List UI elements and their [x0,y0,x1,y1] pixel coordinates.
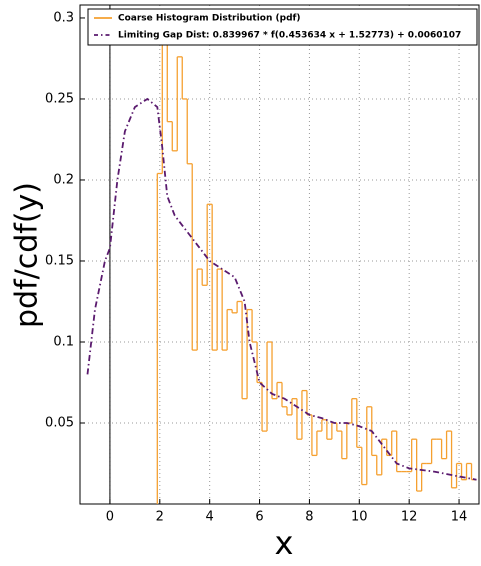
legend-box [87,8,478,46]
y-axis-label: pdf/cdf(y) [10,182,45,328]
y-tick-label: 0.15 [45,253,74,268]
x-tick-label: 2 [156,510,164,525]
y-tick-label: 0.2 [53,172,74,187]
x-tick-label: 6 [255,510,263,525]
y-tick-label: 0.1 [53,334,74,349]
legend-label: Limiting Gap Dist: 0.839967 * f(0.453634… [118,31,461,41]
x-axis-label: x [275,524,294,562]
fit-line [86,97,477,481]
plot-frame [79,4,480,505]
x-tick-label: 8 [305,510,313,525]
x-tick-label: 12 [401,510,418,525]
x-tick-label: 14 [451,510,468,525]
x-tick-label: 4 [206,510,214,525]
x-tick-label: 0 [106,510,114,525]
y-tick-label: 0.05 [45,415,74,430]
x-tick-label: 10 [351,510,368,525]
y-tick-label: 0.25 [45,91,74,106]
legend-label: Coarse Histogram Distribution (pdf) [118,14,301,24]
y-tick-label: 0.3 [53,10,74,25]
